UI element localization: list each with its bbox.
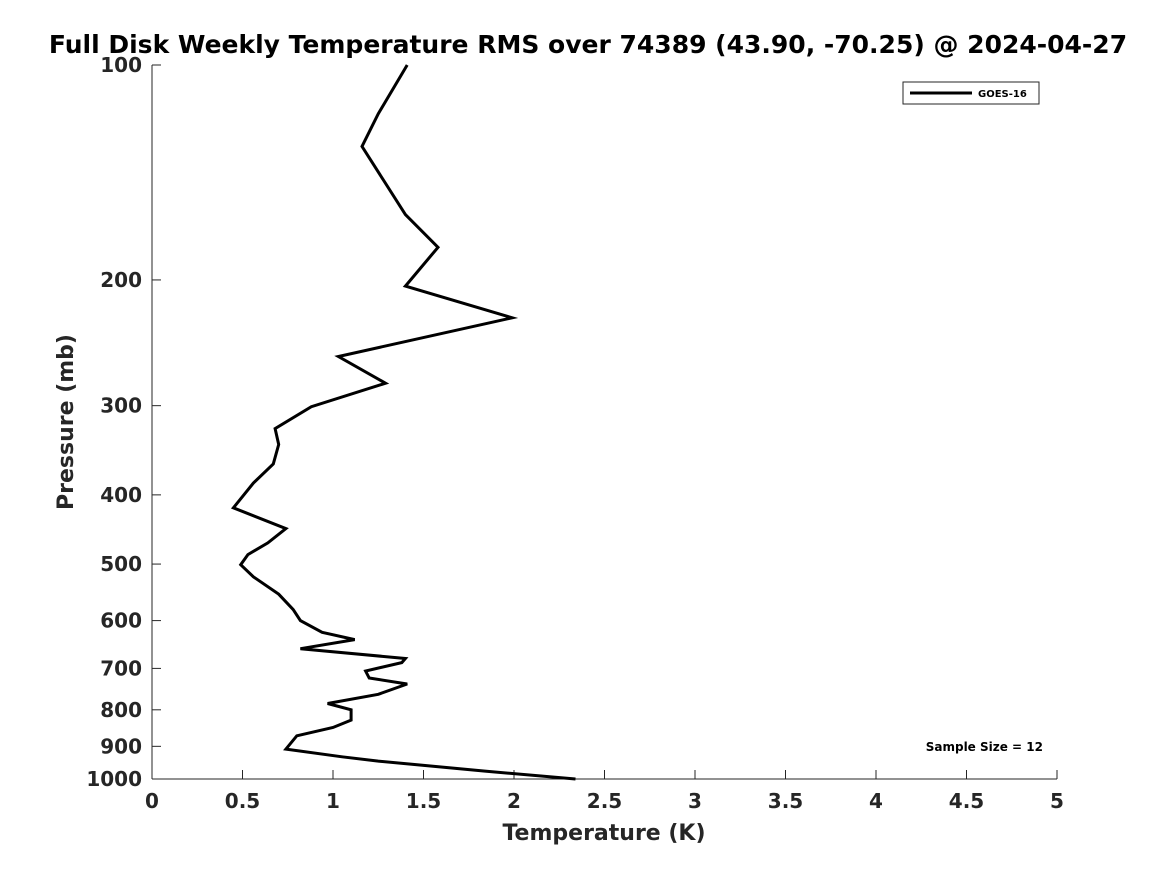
x-tick-label: 4.5 (949, 789, 984, 813)
y-axis-label: Pressure (mb) (54, 334, 79, 510)
legend: GOES-16 (902, 81, 1040, 105)
y-tick-label: 900 (100, 734, 142, 758)
plot-area (152, 65, 1057, 779)
x-axis-label: Temperature (K) (502, 821, 705, 846)
series-line-goes-16 (230, 64, 576, 781)
x-tick-label: 5 (1050, 789, 1064, 813)
x-tick-label: 1.5 (406, 789, 441, 813)
x-tick-label: 2.5 (587, 789, 622, 813)
x-tick-label: 4 (869, 789, 883, 813)
x-tick-label: 3.5 (768, 789, 803, 813)
x-tick-label: 3 (688, 789, 702, 813)
x-tick-label: 2 (507, 789, 521, 813)
x-tick-label: 1 (326, 789, 340, 813)
y-axis-ticks: 100 200 300 400 500 600 700 800 900 1000 (86, 53, 161, 791)
y-tick-label: 800 (100, 698, 142, 722)
x-tick-label: 0 (145, 789, 159, 813)
y-tick-label: 1000 (86, 767, 142, 791)
x-axis-ticks: 0 0.5 1 1.5 2 2.5 3 3.5 4 4.5 5 (145, 770, 1064, 813)
x-tick-label: 0.5 (225, 789, 260, 813)
sample-size-annotation: Sample Size = 12 (926, 740, 1043, 754)
chart-title: Full Disk Weekly Temperature RMS over 74… (49, 30, 1127, 59)
y-tick-label: 700 (100, 656, 142, 680)
y-tick-label: 600 (100, 609, 142, 633)
y-tick-label: 400 (100, 483, 142, 507)
y-tick-label: 100 (100, 53, 142, 77)
y-tick-label: 200 (100, 268, 142, 292)
y-tick-label: 300 (100, 394, 142, 418)
legend-entry-label: GOES-16 (978, 89, 1027, 100)
series-layer (230, 64, 576, 781)
y-tick-label: 500 (100, 552, 142, 576)
